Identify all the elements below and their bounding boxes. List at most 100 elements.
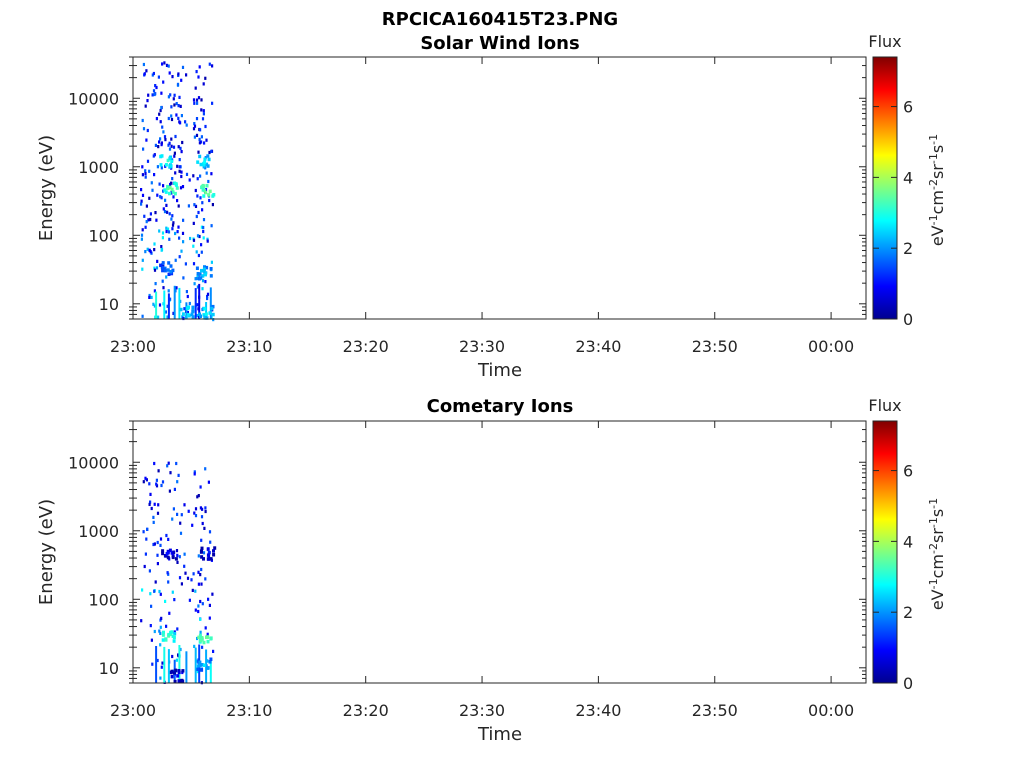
spectrogram-cell <box>144 169 147 173</box>
spectrogram-cluster-cell <box>191 309 195 313</box>
spectrogram-cell <box>174 258 177 262</box>
colorbar <box>872 420 898 684</box>
spectrogram-streak <box>185 651 188 683</box>
spectrogram-cell <box>155 218 158 222</box>
spectrogram-streak <box>178 287 181 319</box>
spectrogram-cell <box>144 552 147 556</box>
spectrogram-cell <box>201 117 205 121</box>
spectrogram-cell <box>179 647 182 652</box>
spectrogram-cluster-cell <box>167 261 171 265</box>
spectrogram-cell <box>167 572 170 576</box>
spectrogram-cell <box>141 228 144 232</box>
spectrogram-cell <box>160 141 163 145</box>
spectrogram-cluster-cell <box>206 164 210 168</box>
spectrogram-cell <box>144 175 147 179</box>
spectrogram-cell <box>157 503 160 507</box>
spectrogram-cell <box>198 65 201 69</box>
spectrogram-cluster-cell <box>159 163 163 167</box>
spectrogram-cluster-cell <box>202 557 205 561</box>
spectrogram-cluster-cell <box>179 679 183 684</box>
spectrogram-cell <box>174 134 177 139</box>
spectrogram-cluster-cell <box>171 555 175 560</box>
spectrogram-cell <box>204 280 207 284</box>
plot-frame <box>132 56 867 320</box>
spectrogram-cell <box>173 103 176 107</box>
spectrogram-cell <box>148 502 151 506</box>
spectrogram-cell <box>173 151 176 155</box>
spectrogram-cell <box>159 195 162 199</box>
spectrogram-cell <box>175 549 179 553</box>
spectrogram-cell <box>172 195 175 199</box>
spectrogram-cell <box>201 287 204 291</box>
spectrogram-cluster-cell <box>159 154 163 159</box>
spectrogram-cell <box>191 523 194 527</box>
spectrogram-cluster-cell <box>212 553 216 557</box>
spectrogram-cell <box>146 128 149 133</box>
spectrogram-cell <box>206 239 209 243</box>
spectrogram-cell <box>162 184 165 188</box>
spectrogram-cluster-cell <box>169 264 173 268</box>
spectrogram-cell <box>201 521 204 526</box>
spectrogram-cell <box>197 570 200 574</box>
spectrogram-cell <box>185 123 188 127</box>
spectrogram-cell <box>210 260 213 264</box>
spectrogram-cell <box>181 65 185 69</box>
spectrogram-cell <box>204 76 207 80</box>
spectrogram-cell <box>149 217 152 222</box>
spectrogram-cell <box>204 577 207 581</box>
y-tick-label: 1000 <box>78 158 119 177</box>
spectrogram-cell <box>210 224 213 228</box>
spectrogram-cell <box>171 517 174 521</box>
spectrogram-cell <box>206 292 210 296</box>
y-tick-label: 10 <box>99 295 119 314</box>
spectrogram-cluster-cell <box>200 663 204 667</box>
spectrogram-cell <box>195 117 199 121</box>
spectrogram-cluster-cell <box>169 164 173 168</box>
spectrogram-cell <box>143 214 146 218</box>
spectrogram-cell <box>183 307 186 311</box>
spectrogram-cell <box>162 130 165 134</box>
spectrogram-cluster-cell <box>206 547 210 551</box>
spectrogram-cell <box>180 582 183 586</box>
spectrogram-cell <box>147 93 150 97</box>
spectrogram-cluster-cell <box>181 669 185 673</box>
colorbar-unit-label: eV-1cm-2sr-1s-1 <box>927 134 947 246</box>
spectrogram-cell <box>192 244 195 248</box>
spectrogram-cell <box>161 62 164 66</box>
spectrogram-cluster-cell <box>186 312 190 317</box>
spectrogram-cell <box>145 204 148 208</box>
spectrogram-cluster-cell <box>160 265 164 270</box>
spectrogram-cell <box>155 85 158 90</box>
spectrogram-cell <box>178 236 181 240</box>
spectrogram-cell <box>146 527 149 531</box>
spectrogram-cell <box>195 133 199 137</box>
spectrogram-cell <box>201 507 204 511</box>
spectrogram-cell <box>144 225 147 229</box>
spectrogram-streak <box>185 302 188 319</box>
spectrogram-cluster-cell <box>167 632 171 637</box>
spectrogram-cluster-cell <box>164 638 168 642</box>
spectrogram-cell <box>171 75 174 79</box>
spectrogram-cell <box>157 469 160 473</box>
spectrogram-cell <box>176 480 179 484</box>
spectrogram-cluster-cell <box>169 670 173 675</box>
spectrogram-cell <box>161 279 164 283</box>
spectrogram-cell <box>141 118 144 123</box>
spectrogram-cell <box>153 502 156 506</box>
spectrogram-cluster-cell <box>198 633 202 638</box>
spectrogram-cell <box>192 127 196 131</box>
spectrogram-cell <box>156 553 159 557</box>
spectrogram-cell <box>167 116 170 121</box>
spectrogram-cluster-cell <box>177 679 181 683</box>
spectrogram-cell <box>197 96 201 100</box>
spectrogram-cell <box>152 71 155 76</box>
spectrogram-cell <box>158 303 162 307</box>
spectrogram-cell <box>208 616 211 620</box>
spectrogram-cluster-cell <box>211 312 215 317</box>
spectrogram-cluster-cell <box>175 186 179 190</box>
spectrogram-cell <box>191 588 194 592</box>
spectrogram-cell <box>142 62 145 67</box>
spectrogram-cell <box>179 121 182 125</box>
spectrogram-cell <box>148 569 151 573</box>
spectrogram-cell <box>174 231 177 236</box>
